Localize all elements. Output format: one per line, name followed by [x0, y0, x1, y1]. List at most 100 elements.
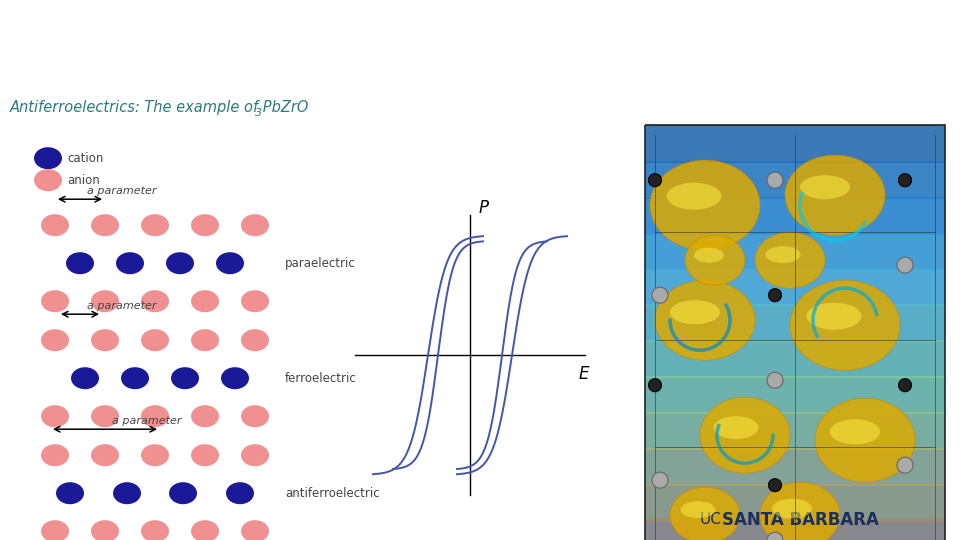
Ellipse shape [141, 214, 169, 236]
Ellipse shape [769, 289, 781, 302]
Ellipse shape [91, 329, 119, 351]
Text: anion: anion [67, 174, 100, 187]
Ellipse shape [171, 367, 199, 389]
Text: Antiferroelectrics: The example of PbZrO: Antiferroelectrics: The example of PbZrO [10, 100, 309, 115]
Text: Polar Materials and Ferroelectrics: Polar Materials and Ferroelectrics [12, 29, 412, 49]
Ellipse shape [769, 478, 781, 492]
Ellipse shape [700, 397, 790, 473]
Ellipse shape [713, 416, 758, 439]
Ellipse shape [226, 482, 254, 504]
Ellipse shape [121, 367, 149, 389]
Ellipse shape [670, 300, 720, 324]
Ellipse shape [785, 155, 885, 235]
Ellipse shape [113, 482, 141, 504]
Bar [645, 268, 945, 306]
Ellipse shape [755, 232, 825, 288]
Text: a parameter: a parameter [105, 416, 181, 426]
Ellipse shape [41, 444, 69, 466]
Ellipse shape [772, 499, 812, 518]
Bar [645, 125, 945, 163]
Ellipse shape [241, 290, 269, 312]
Ellipse shape [760, 482, 840, 540]
Ellipse shape [141, 405, 169, 427]
Ellipse shape [241, 214, 269, 236]
Ellipse shape [191, 405, 219, 427]
Ellipse shape [169, 482, 197, 504]
Ellipse shape [116, 252, 144, 274]
Ellipse shape [652, 472, 668, 488]
Ellipse shape [241, 520, 269, 540]
Ellipse shape [41, 214, 69, 236]
Ellipse shape [767, 532, 783, 540]
Ellipse shape [41, 405, 69, 427]
Ellipse shape [815, 398, 915, 482]
Ellipse shape [91, 520, 119, 540]
Text: $P$: $P$ [478, 199, 490, 217]
Bar [645, 412, 945, 450]
Ellipse shape [91, 290, 119, 312]
Ellipse shape [191, 290, 219, 312]
Ellipse shape [765, 246, 801, 263]
Bar [645, 161, 945, 199]
Ellipse shape [241, 329, 269, 351]
Ellipse shape [71, 367, 99, 389]
Ellipse shape [649, 174, 661, 187]
Ellipse shape [66, 252, 94, 274]
Ellipse shape [191, 214, 219, 236]
Ellipse shape [899, 174, 911, 187]
Bar [645, 197, 945, 235]
Ellipse shape [34, 169, 62, 191]
Ellipse shape [897, 457, 913, 473]
Text: a parameter: a parameter [80, 186, 156, 196]
Text: ferroelectric: ferroelectric [285, 372, 357, 384]
Ellipse shape [34, 147, 62, 169]
Ellipse shape [91, 405, 119, 427]
Ellipse shape [41, 290, 69, 312]
Ellipse shape [141, 520, 169, 540]
Ellipse shape [666, 183, 722, 210]
Bar [645, 125, 945, 540]
Ellipse shape [221, 367, 249, 389]
Ellipse shape [694, 248, 724, 262]
Ellipse shape [141, 290, 169, 312]
Ellipse shape [806, 303, 861, 330]
Ellipse shape [649, 379, 661, 392]
Ellipse shape [655, 280, 755, 360]
Ellipse shape [670, 487, 740, 540]
Ellipse shape [241, 444, 269, 466]
Text: a parameter: a parameter [80, 301, 156, 311]
Ellipse shape [830, 419, 880, 444]
Ellipse shape [800, 175, 850, 199]
Ellipse shape [56, 482, 84, 504]
Ellipse shape [241, 405, 269, 427]
Ellipse shape [767, 372, 783, 388]
Ellipse shape [652, 287, 668, 303]
Bar [645, 233, 945, 271]
Ellipse shape [41, 520, 69, 540]
Text: $E$: $E$ [578, 365, 590, 383]
Ellipse shape [191, 520, 219, 540]
Ellipse shape [767, 172, 783, 188]
Ellipse shape [91, 444, 119, 466]
Ellipse shape [681, 501, 715, 518]
Ellipse shape [897, 257, 913, 273]
Bar [645, 376, 945, 414]
Bar [645, 448, 945, 485]
Bar [645, 519, 945, 540]
Ellipse shape [41, 329, 69, 351]
Ellipse shape [650, 160, 760, 250]
Text: 3: 3 [255, 108, 262, 118]
Ellipse shape [899, 379, 911, 392]
Bar [645, 340, 945, 378]
Ellipse shape [141, 444, 169, 466]
Text: SANTA BARBARA: SANTA BARBARA [722, 511, 878, 529]
Ellipse shape [191, 444, 219, 466]
Text: antiferroelectric: antiferroelectric [285, 487, 379, 500]
Ellipse shape [216, 252, 244, 274]
Ellipse shape [191, 329, 219, 351]
Text: paraelectric: paraelectric [285, 256, 356, 269]
Text: cation: cation [67, 152, 104, 165]
Text: UC: UC [700, 512, 722, 528]
Ellipse shape [91, 214, 119, 236]
Ellipse shape [790, 280, 900, 370]
